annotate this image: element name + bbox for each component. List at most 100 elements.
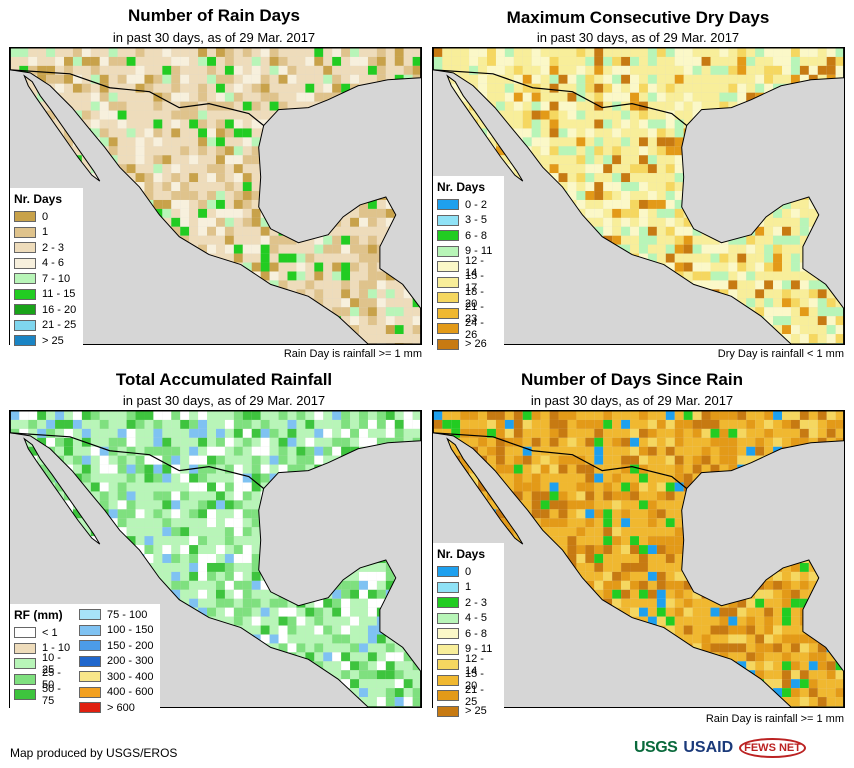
legend-label: < 1 [42, 626, 58, 639]
legend-item: 0 - 2 [437, 197, 499, 213]
legend-swatch [437, 612, 459, 624]
legend-swatch [437, 581, 459, 593]
legend-item: 9 - 11 [437, 642, 499, 658]
legend-swatch [14, 288, 36, 300]
legend-label: 0 - 2 [465, 198, 488, 211]
legend-label: 12 - 14 [465, 254, 484, 279]
legend-swatch [437, 199, 459, 211]
national-border [10, 69, 265, 126]
coastline [23, 437, 101, 545]
legend-label: 1 - 10 [42, 642, 71, 655]
coastline [433, 411, 844, 707]
logo-bar: USGS USAID FEWS NET [634, 738, 806, 758]
legend-item: 15 - 20 [437, 668, 499, 692]
legend-label: 0 [42, 210, 49, 223]
legend-item: 21 - 25 [437, 684, 499, 708]
legend-item: 18 - 20 [437, 286, 499, 310]
legend-label: 12 - 14 [465, 652, 484, 677]
map-canvas [433, 411, 844, 707]
panel-2-legend: Nr. Days 0 - 2 3 - 5 6 - 8 9 - 11 12 - 14 15 … [433, 176, 504, 351]
legend-title: RF (mm) [14, 608, 63, 622]
legend-swatch [79, 640, 101, 652]
panel-1-map [9, 47, 422, 345]
legend-label: 1 [42, 226, 49, 239]
map-canvas [10, 48, 421, 344]
national-border [433, 69, 688, 126]
legend-label: 21 - 23 [465, 301, 484, 326]
panel-1-legend: Nr. Days 0 1 2 - 3 4 - 6 7 - 10 11 - 15 16 - 2… [10, 188, 83, 349]
legend-label: 200 - 300 [107, 655, 154, 668]
legend-swatch [437, 323, 459, 335]
coastline [10, 48, 421, 344]
legend-swatch [437, 597, 459, 609]
legend-label: 100 - 150 [107, 624, 154, 637]
legend-swatch [79, 702, 101, 714]
legend-swatch [79, 686, 101, 698]
coastline [433, 48, 844, 344]
legend-swatch [437, 705, 459, 717]
legend-swatch [437, 690, 459, 702]
legend-label: 2 - 3 [42, 241, 65, 254]
legend-item: 9 - 11 [437, 244, 499, 260]
legend-item: 7 - 10 [14, 271, 78, 287]
legend-label: > 25 [42, 334, 64, 347]
legend-item: 6 - 8 [437, 228, 499, 244]
legend-label: > 26 [465, 338, 487, 351]
legend-label: 15 - 17 [465, 270, 484, 295]
legend-item: 11 - 15 [14, 287, 78, 303]
legend-swatch [14, 627, 36, 639]
legend-item: 1 [437, 580, 499, 596]
panel-3-title: Total Accumulated Rainfall [115, 370, 333, 389]
legend-swatch [437, 307, 459, 319]
legend-item: 100 - 150 [79, 623, 155, 639]
legend-title: Nr. Days [437, 180, 486, 194]
legend-item: 1 [14, 225, 78, 241]
legend-swatch [437, 659, 459, 671]
legend-item: 1 - 10 [14, 641, 76, 657]
panel-1-title: Number of Rain Days [128, 6, 300, 25]
legend-title: Nr. Days [14, 192, 63, 206]
legend-label: 21 - 25 [42, 319, 77, 332]
legend-item: > 26 [437, 337, 499, 353]
legend-swatch [79, 655, 101, 667]
usaid-logo: USAID [683, 739, 734, 756]
panel-4-title: Number of Days Since Rain [520, 370, 743, 389]
legend-item: 75 - 100 [79, 607, 155, 623]
coastline [446, 437, 524, 545]
legend-item: 6 - 8 [437, 626, 499, 642]
legend-label: 25 - 50 [42, 667, 61, 692]
legend-item: 21 - 23 [437, 301, 499, 325]
legend-label: > 25 [465, 705, 487, 718]
panel-4-map [432, 410, 845, 708]
coastline [10, 411, 421, 707]
legend-swatch [14, 689, 36, 701]
legend-swatch [14, 319, 36, 331]
legend-swatch [79, 609, 101, 621]
panel-1-note: Rain Day is rainfall >= 1 mm [283, 348, 422, 360]
legend-label: 1 [465, 581, 472, 594]
legend-label: 7 - 10 [42, 272, 71, 285]
legend-item: 0 [14, 209, 78, 225]
legend-item: 10 - 25 [14, 652, 76, 676]
legend-label: 10 - 25 [42, 651, 61, 676]
legend-item: 400 - 600 [79, 685, 155, 701]
panel-3-legend-extended: 75 - 100 100 - 150 150 - 200 200 - 300 300 -… [75, 604, 160, 714]
national-border [433, 432, 688, 489]
legend-label: 2 - 3 [465, 596, 488, 609]
legend-item: 4 - 5 [437, 611, 499, 627]
legend-label: 15 - 20 [465, 668, 484, 693]
legend-item: 300 - 400 [79, 669, 155, 685]
legend-item: 4 - 6 [14, 256, 78, 272]
legend-item: > 600 [79, 700, 155, 716]
legend-item: 12 - 14 [437, 255, 499, 279]
legend-label: 6 - 8 [465, 627, 488, 640]
legend-item: 16 - 20 [14, 302, 78, 318]
panel-4-subtitle: in past 30 days, as of 29 Mar. 2017 [530, 393, 734, 408]
legend-swatch [437, 261, 459, 273]
legend-swatch [79, 624, 101, 636]
legend-item: 50 - 75 [14, 683, 76, 707]
legend-label: 75 - 100 [107, 608, 148, 621]
legend-swatch [14, 226, 36, 238]
legend-swatch [437, 292, 459, 304]
credit-text: Map produced by USGS/EROS [10, 746, 178, 760]
